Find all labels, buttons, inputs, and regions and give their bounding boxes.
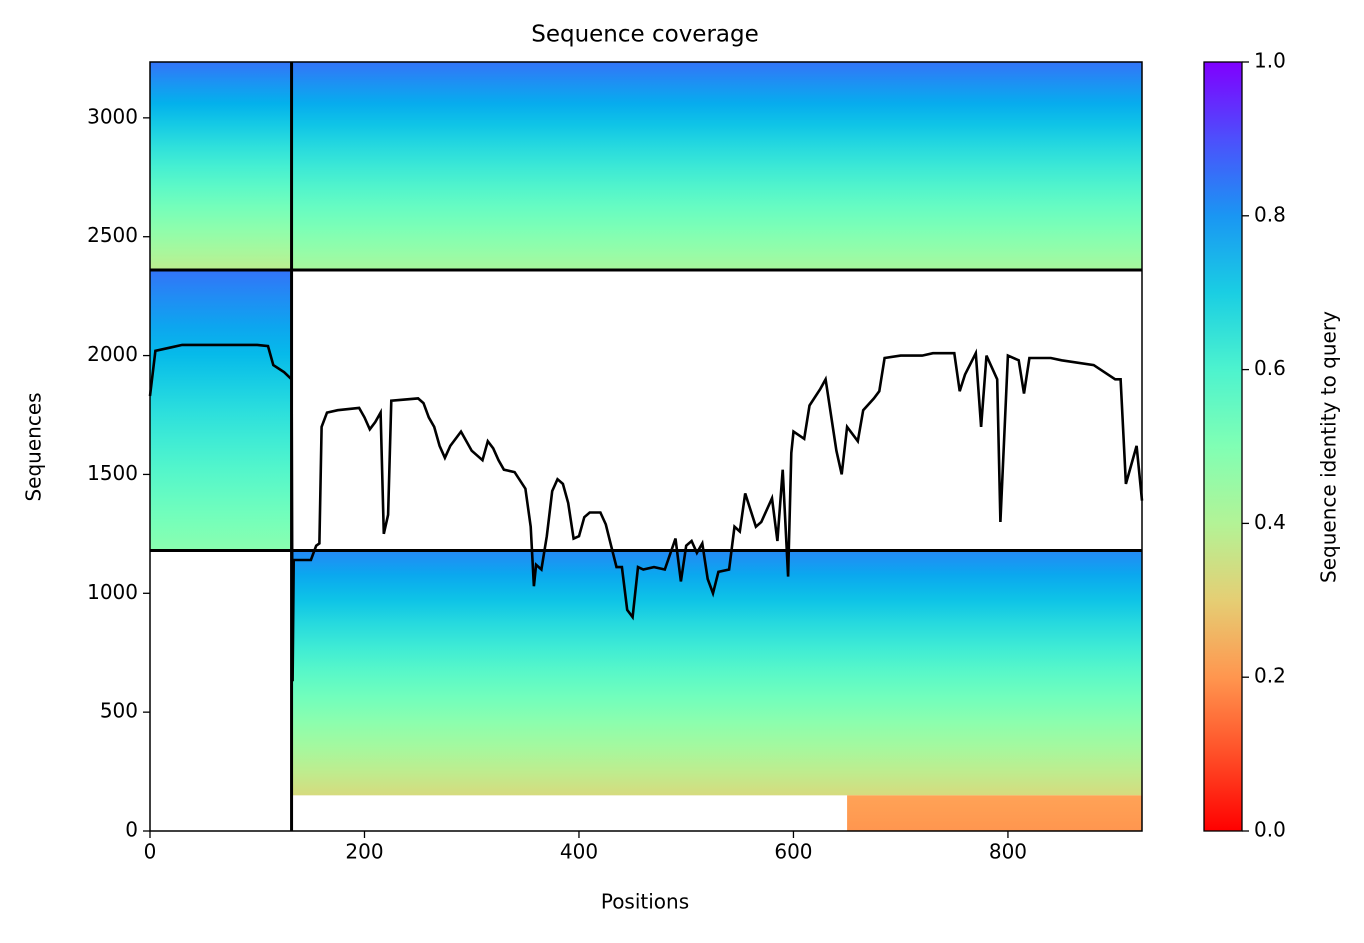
x-tick-label: 400 [560, 840, 598, 864]
colorbar-tick-label: 0.4 [1254, 510, 1286, 534]
y-tick-label: 0 [125, 818, 138, 842]
coverage-block [150, 269, 292, 551]
x-tick-label: 200 [345, 840, 383, 864]
coverage-block [847, 795, 1142, 831]
coverage-block [150, 62, 292, 270]
coverage-line [148, 343, 1144, 682]
coverage-block [291, 62, 1142, 270]
colorbar-tick-label: 0.0 [1254, 818, 1286, 842]
y-axis-label: Sequences [22, 392, 46, 501]
colorbar-tick-label: 0.6 [1254, 356, 1286, 380]
x-axis-label: Positions [601, 890, 689, 914]
y-tick-label: 2000 [87, 342, 138, 366]
y-tick-label: 2500 [87, 223, 138, 247]
plot-frame [149, 61, 1143, 832]
colorbar-tick-label: 0.2 [1254, 664, 1286, 688]
x-tick-label: 0 [144, 840, 157, 864]
colorbar-label: Sequence identity to query [1317, 311, 1341, 583]
x-tick-label: 800 [989, 840, 1027, 864]
y-tick-label: 1500 [87, 461, 138, 485]
colorbar [1203, 61, 1243, 832]
colorbar-tick-label: 0.8 [1254, 202, 1286, 226]
y-tick-label: 500 [100, 699, 138, 723]
x-tick-label: 600 [774, 840, 812, 864]
coverage-block [291, 550, 1142, 796]
colorbar-tick-label: 1.0 [1254, 49, 1286, 73]
y-tick-label: 1000 [87, 580, 138, 604]
chart-title: Sequence coverage [531, 22, 759, 48]
y-tick-label: 3000 [87, 104, 138, 128]
